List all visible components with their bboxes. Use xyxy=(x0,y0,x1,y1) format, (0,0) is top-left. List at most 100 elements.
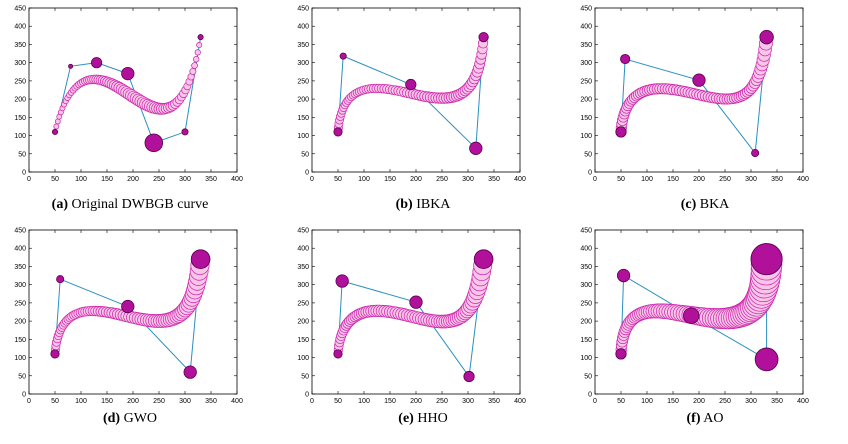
control-disk xyxy=(91,57,103,69)
panel-b: 0 50 100 150 200 250 300 350 400 0 50 100 150 200 250 3… xyxy=(283,0,566,222)
caption-text: Original DWBGB curve xyxy=(71,197,209,212)
y-tick-label: 250 xyxy=(14,300,26,307)
y-tick-label: 400 xyxy=(580,246,592,253)
panel-c: 0 50 100 150 200 250 300 350 400 0 50 100 150 200 250 3… xyxy=(566,0,848,222)
y-tick-label: 50 xyxy=(18,373,26,380)
control-disk xyxy=(333,349,343,359)
x-tick-label: 200 xyxy=(127,398,139,405)
x-tick-label: 100 xyxy=(75,176,87,183)
control-disk xyxy=(50,349,60,359)
x-tick-label: 400 xyxy=(514,398,526,405)
x-tick-label: 250 xyxy=(436,176,448,183)
control-disk xyxy=(405,78,417,91)
panel-f: 0 50 100 150 200 250 300 350 400 0 50 100 150 200 250 3… xyxy=(566,222,848,444)
y-tick-label: 0 xyxy=(22,392,26,399)
x-tick-label: 400 xyxy=(797,398,809,405)
y-tick-label: 300 xyxy=(297,60,309,67)
x-tick-label: 250 xyxy=(436,398,448,405)
y-tick-label: 450 xyxy=(14,6,26,13)
y-tick-label: 450 xyxy=(580,6,592,13)
y-tick-label: 50 xyxy=(301,151,309,158)
curve-disk xyxy=(53,123,60,130)
control-disk xyxy=(52,128,59,135)
control-disk xyxy=(463,370,475,383)
caption-e: (e) HHO xyxy=(298,411,548,427)
y-tick-label: 300 xyxy=(14,60,26,67)
x-tick-label: 100 xyxy=(75,398,87,405)
y-tick-label: 250 xyxy=(14,78,26,85)
control-disk xyxy=(121,299,135,314)
caption-f: (f) AO xyxy=(580,411,830,427)
control-disk xyxy=(181,128,189,136)
control-disk xyxy=(339,52,347,60)
x-tick-label: 100 xyxy=(358,398,370,405)
chart-c: 0 50 100 150 200 250 300 350 400 0 50 100 150 200 250 3… xyxy=(580,6,809,184)
y-tick-label: 200 xyxy=(580,97,592,104)
y-tick-label: 0 xyxy=(22,170,26,177)
y-tick-label: 0 xyxy=(305,392,309,399)
y-tick-label: 450 xyxy=(580,228,592,235)
x-tick-label: 150 xyxy=(384,176,396,183)
y-tick-label: 100 xyxy=(297,355,309,362)
y-tick-label: 50 xyxy=(584,373,592,380)
x-tick-label: 250 xyxy=(153,398,165,405)
y-tick-label: 100 xyxy=(14,133,26,140)
curve-disk xyxy=(194,49,201,56)
control-disk xyxy=(144,133,164,153)
y-tick-label: 400 xyxy=(14,24,26,31)
x-tick-label: 350 xyxy=(488,398,500,405)
control-disk xyxy=(183,365,197,379)
y-tick-label: 0 xyxy=(588,392,592,399)
x-tick-label: 0 xyxy=(27,176,31,183)
x-tick-label: 300 xyxy=(179,176,191,183)
control-disk xyxy=(615,348,627,360)
caption-text: AO xyxy=(703,411,724,426)
caption-d: (d) GWO xyxy=(5,411,255,427)
y-tick-label: 150 xyxy=(580,337,592,344)
x-tick-label: 300 xyxy=(745,176,757,183)
x-tick-label: 200 xyxy=(693,176,705,183)
x-tick-label: 350 xyxy=(205,398,217,405)
x-tick-label: 200 xyxy=(410,176,422,183)
panel-d: 0 50 100 150 200 250 300 350 400 0 50 100 150 200 250 3… xyxy=(0,222,283,444)
y-tick-label: 400 xyxy=(297,24,309,31)
x-tick-label: 0 xyxy=(593,398,597,405)
caption-text: IBKA xyxy=(416,197,451,212)
y-tick-label: 250 xyxy=(297,300,309,307)
control-disk xyxy=(197,34,204,41)
x-tick-label: 150 xyxy=(384,398,396,405)
x-tick-label: 200 xyxy=(693,398,705,405)
x-tick-label: 0 xyxy=(593,176,597,183)
control-disk xyxy=(335,274,349,288)
y-tick-label: 400 xyxy=(580,24,592,31)
curve-disk xyxy=(54,118,61,125)
control-disk xyxy=(68,63,74,69)
chart-f: 0 50 100 150 200 250 300 350 400 0 50 100 150 200 250 3… xyxy=(580,228,809,406)
control-disk xyxy=(478,32,489,43)
x-tick-label: 0 xyxy=(27,398,31,405)
y-tick-label: 0 xyxy=(588,170,592,177)
curve-disk xyxy=(191,62,198,69)
x-tick-label: 350 xyxy=(205,176,217,183)
y-tick-label: 400 xyxy=(297,246,309,253)
control-disk xyxy=(759,29,774,45)
control-disk xyxy=(682,307,700,324)
caption-letter: (d) xyxy=(102,411,121,426)
x-tick-label: 150 xyxy=(101,398,113,405)
x-tick-label: 0 xyxy=(310,176,314,183)
caption-text: BKA xyxy=(699,197,730,212)
control-disk xyxy=(751,149,760,158)
y-tick-label: 350 xyxy=(580,264,592,271)
y-tick-label: 100 xyxy=(297,133,309,140)
caption-b: (b) IBKA xyxy=(298,197,548,213)
x-tick-label: 50 xyxy=(51,176,59,183)
x-tick-label: 400 xyxy=(797,176,809,183)
y-tick-label: 350 xyxy=(14,264,26,271)
control-disk xyxy=(615,126,627,138)
x-tick-label: 400 xyxy=(231,398,243,405)
y-tick-label: 350 xyxy=(297,264,309,271)
caption-text: GWO xyxy=(123,411,158,426)
y-tick-label: 50 xyxy=(301,373,309,380)
control-disk xyxy=(750,243,783,276)
